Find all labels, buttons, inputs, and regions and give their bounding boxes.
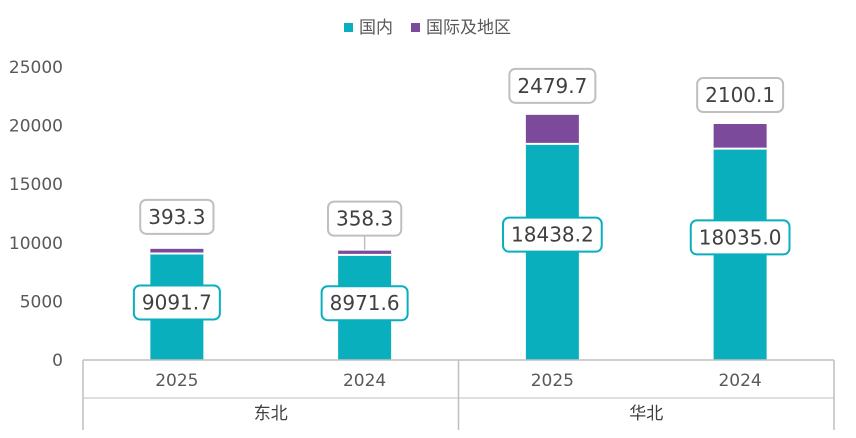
y-tick-label: 10000 <box>9 234 63 254</box>
label-domestic-1-box <box>320 285 409 322</box>
y-tick-label: 20000 <box>9 117 63 137</box>
bar-1-3 <box>713 124 767 149</box>
label-domestic-3-box <box>689 219 791 256</box>
label-intl-3-text: 2100.1 <box>705 83 775 107</box>
y-tick-label: 15000 <box>9 175 63 195</box>
y-tick-label: 5000 <box>20 292 63 312</box>
bar-1-1 <box>338 250 392 255</box>
label-domestic-3: 18035.0 <box>689 219 791 256</box>
data-labels: 9091.7 393.3 8971.6 358.3 18438.2 2479.7 18035… <box>132 67 791 322</box>
label-intl-3-box <box>696 77 785 114</box>
label-intl-0: 393.3 <box>139 198 215 235</box>
label-domestic-2: 18438.2 <box>502 216 603 253</box>
label-intl-2-box <box>508 67 597 104</box>
label-domestic-1-text: 8971.6 <box>330 291 400 315</box>
x-group-label: 东北 <box>254 404 288 424</box>
x-group-label: 华北 <box>629 404 663 424</box>
label-domestic-0: 9091.7 <box>132 284 221 321</box>
bars <box>150 114 767 360</box>
bar-1-0 <box>150 248 204 254</box>
label-intl-0-box <box>139 198 215 235</box>
label-intl-2-text: 2479.7 <box>517 74 587 98</box>
x-tick-label: 2024 <box>343 371 386 391</box>
label-intl-1-box <box>326 200 403 237</box>
label-intl-3: 2100.1 <box>696 77 785 114</box>
x-tick-label: 2024 <box>718 371 761 391</box>
label-domestic-1: 8971.6 <box>320 285 409 322</box>
legend: 国内 国际及地区 <box>344 18 511 38</box>
y-tick-label: 0 <box>52 351 63 371</box>
y-tick-label: 25000 <box>9 58 63 78</box>
label-domestic-0-text: 9091.7 <box>142 290 212 314</box>
label-domestic-2-box <box>502 216 603 253</box>
legend-label-1: 国际及地区 <box>426 18 511 38</box>
label-intl-1-text: 358.3 <box>336 207 393 231</box>
label-domestic-3-text: 18035.0 <box>699 225 782 249</box>
label-intl-1: 358.3 <box>326 200 403 237</box>
bar-1-2 <box>525 114 579 144</box>
label-intl-2: 2479.7 <box>508 67 597 104</box>
label-domestic-2-text: 18438.2 <box>511 223 594 247</box>
label-domestic-0-box <box>132 284 221 321</box>
x-tick-label: 2025 <box>531 371 574 391</box>
legend-swatch-0 <box>344 23 353 32</box>
x-axis: 2025 2024 2025 2024 东北 华北 <box>82 359 835 430</box>
legend-swatch-1 <box>411 23 420 32</box>
y-axis: 0 5000 10000 15000 20000 25000 <box>9 58 63 371</box>
label-intl-0-text: 393.3 <box>148 205 205 229</box>
x-tick-label: 2025 <box>155 371 198 391</box>
legend-label-0: 国内 <box>359 18 393 38</box>
